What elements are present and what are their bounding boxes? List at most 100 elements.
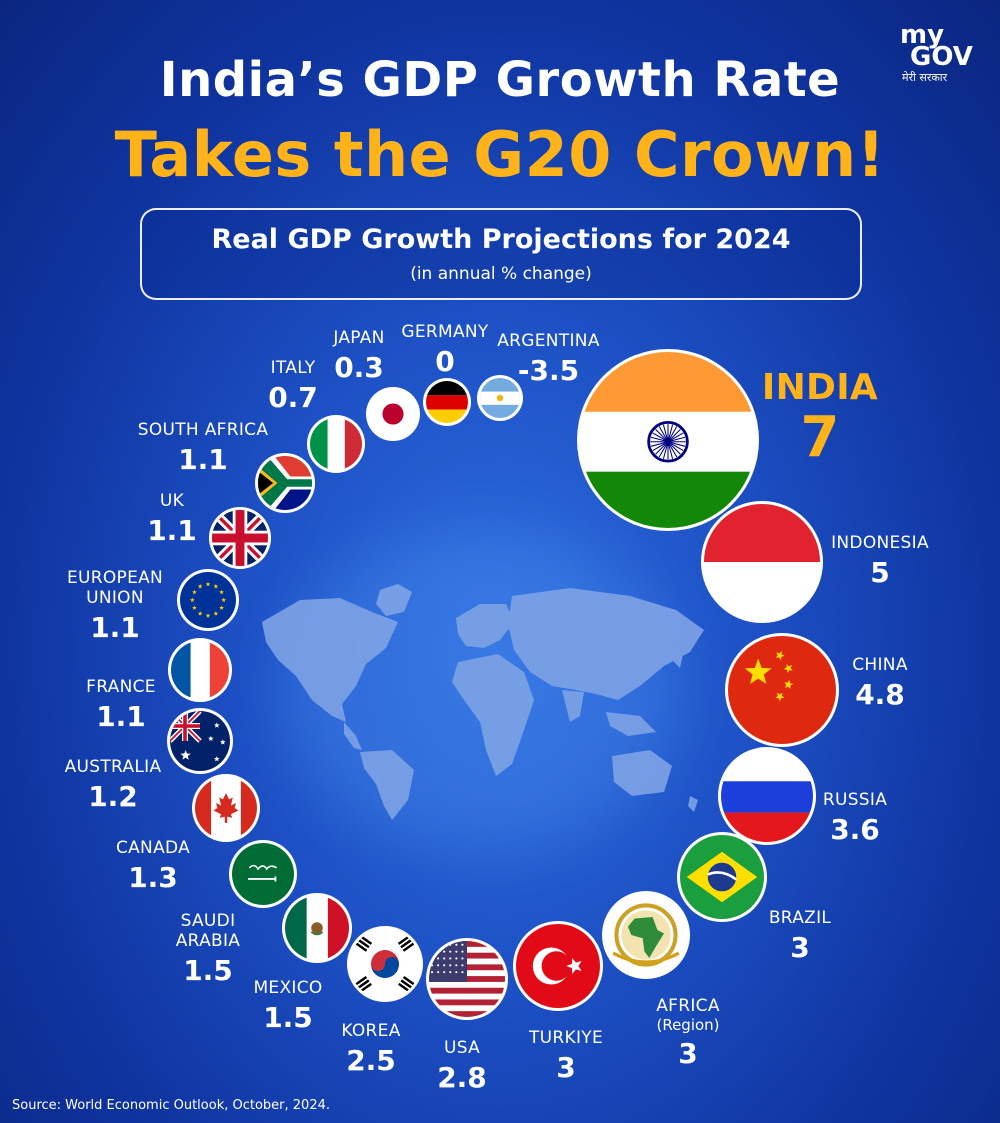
africa-shape [452, 654, 534, 776]
country-name: CHINA [852, 655, 908, 675]
country-name: INDIA [761, 367, 879, 408]
indonesia-flag-icon [701, 501, 823, 623]
growth-value: 0.7 [268, 381, 318, 414]
country-name: UK [159, 491, 185, 511]
label-germany: GERMANY 0 [385, 322, 505, 378]
label-korea: KOREA 2.5 [311, 1021, 431, 1077]
southeast-asia-shape [606, 712, 656, 736]
growth-value: 1.1 [96, 700, 146, 733]
growth-value: 3 [556, 1051, 576, 1084]
country-name: AUSTRALIA [64, 757, 162, 777]
uk-flag-icon [209, 507, 271, 569]
korea-flag-icon [347, 926, 423, 1002]
brazil-flag-icon [677, 832, 767, 922]
growth-value: 5 [870, 556, 890, 589]
south-america-shape [360, 750, 414, 820]
growth-value: 1.5 [183, 954, 233, 987]
country-sublabel: (Region) [656, 1016, 720, 1034]
country-name: MEXICO [253, 978, 323, 998]
growth-value: 4.8 [855, 678, 905, 711]
growth-value: 2.8 [437, 1061, 487, 1094]
country-name: USA [443, 1038, 481, 1058]
label-uk: UK 1.1 [112, 491, 232, 547]
eu-flag-icon [177, 569, 239, 631]
title-line-2: Takes the G20 Crown! [114, 118, 886, 191]
north-america-shape [262, 598, 398, 722]
growth-value: 3.6 [830, 813, 880, 846]
country-name: KOREA [341, 1021, 401, 1041]
france-flag-icon [168, 638, 232, 702]
chart-subtitle: Real GDP Growth Projections for 2024 [211, 224, 791, 255]
label-brazil: BRAZIL 3 [750, 908, 850, 964]
label-australia: AUSTRALIA 1.2 [53, 757, 173, 813]
country-name: ARGENTINA [497, 331, 600, 351]
growth-value: 1.1 [147, 514, 197, 547]
asia-shape [508, 588, 704, 700]
growth-value: 1.1 [178, 443, 228, 476]
label-india: INDIA 7 [740, 368, 900, 468]
label-usa: USA 2.8 [402, 1038, 522, 1094]
growth-value: 0.3 [334, 351, 384, 384]
growth-value: 7 [800, 405, 840, 470]
label-japan: JAPAN 0.3 [299, 328, 419, 384]
country-name: SAUDI ARABIA [175, 911, 241, 951]
new-zealand-shape [688, 796, 698, 812]
subtitle-box: Real GDP Growth Projections for 2024 (in… [140, 208, 862, 300]
logo-gov-text: GOV [910, 42, 973, 72]
label-european-union: EUROPEAN UNION 1.1 [55, 568, 175, 644]
mygov-logo: my GOV मेरी सरकार [900, 22, 980, 92]
growth-value: -3.5 [517, 354, 580, 387]
country-name: BRAZIL [768, 908, 832, 928]
china-flag-icon [725, 633, 839, 747]
growth-value: 2.5 [346, 1044, 396, 1077]
growth-value: 1.5 [263, 1001, 313, 1034]
country-name: CANADA [115, 838, 191, 858]
label-france: FRANCE 1.1 [61, 677, 181, 733]
african-union-emblem-icon [602, 891, 690, 979]
germany-flag-icon [423, 378, 471, 426]
label-africa: AFRICA (Region) 3 [628, 996, 748, 1070]
growth-value: 1.1 [90, 611, 140, 644]
label-canada: CANADA 1.3 [93, 838, 213, 894]
world-map-icon [262, 584, 704, 820]
australia-shape [612, 750, 672, 796]
label-south-africa: SOUTH AFRICA 1.1 [128, 420, 278, 476]
australia-flag-icon [167, 708, 233, 774]
label-china: CHINA 4.8 [820, 655, 940, 711]
label-saudi-arabia: SAUDI ARABIA 1.5 [148, 911, 268, 987]
saudi-arabia-flag-icon [229, 840, 297, 908]
argentina-flag-icon [477, 375, 523, 421]
source-note: Source: World Economic Outlook, October,… [12, 1098, 330, 1113]
label-argentina: ARGENTINA -3.5 [486, 331, 611, 387]
growth-value: 1.2 [88, 780, 138, 813]
country-name: GERMANY [401, 322, 489, 342]
india-flag-icon [577, 349, 759, 531]
label-mexico: MEXICO 1.5 [228, 978, 348, 1034]
usa-flag-icon [426, 938, 508, 1020]
logo-tagline: मेरी सरकार [902, 71, 948, 84]
japan-shape [672, 644, 684, 668]
country-name: ITALY [270, 358, 316, 378]
growth-value: 3 [790, 931, 810, 964]
central-america-shape [344, 722, 362, 750]
country-name: EUROPEAN UNION [66, 568, 164, 608]
title-line-1: India’s GDP Growth Rate [159, 52, 841, 108]
japan-flag-icon [366, 387, 420, 441]
europe-shape [456, 604, 514, 648]
south-asia-shape [562, 690, 584, 722]
growth-value: 3 [678, 1037, 698, 1070]
greenland-shape [376, 584, 412, 616]
label-russia: RUSSIA 3.6 [800, 790, 910, 846]
country-name: AFRICA [656, 996, 720, 1016]
country-name: INDONESIA [831, 533, 929, 553]
chart-unit: (in annual % change) [410, 264, 592, 284]
growth-value: 1.3 [128, 861, 178, 894]
label-italy: ITALY 0.7 [233, 358, 353, 414]
country-name: TURKIYE [528, 1028, 604, 1048]
italy-flag-icon [307, 415, 365, 473]
label-turkiye: TURKIYE 3 [506, 1028, 626, 1084]
turkiye-flag-icon [513, 921, 603, 1011]
canada-flag-icon [192, 774, 260, 842]
